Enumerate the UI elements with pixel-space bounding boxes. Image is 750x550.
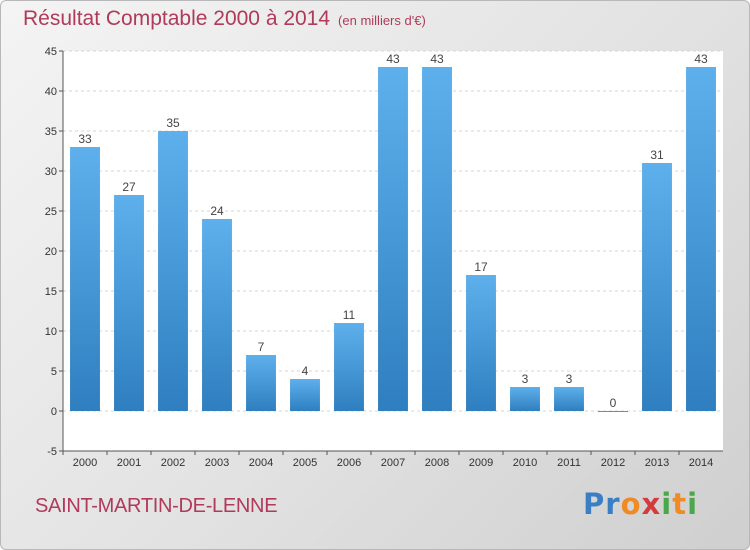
bar <box>686 67 716 411</box>
bar <box>554 387 584 411</box>
x-tick-label: 2012 <box>601 457 625 469</box>
x-tick-label: 2014 <box>689 457 713 469</box>
bar <box>466 275 496 411</box>
bar-value-label: 4 <box>302 364 309 378</box>
commune-name: SAINT-MARTIN-DE-LENNE <box>35 495 278 517</box>
y-tick-label: 30 <box>45 166 57 178</box>
x-tick-label: 2010 <box>513 457 537 469</box>
bar <box>378 67 408 411</box>
bar <box>598 411 628 412</box>
y-tick-label: 15 <box>45 286 57 298</box>
chart-subtitle: (en milliers d'€) <box>338 13 426 28</box>
bar-value-label: 0 <box>610 396 617 410</box>
bar-value-label: 24 <box>210 204 224 218</box>
x-tick-label: 2013 <box>645 457 669 469</box>
chart-title-text: Résultat Comptable 2000 à 2014 <box>23 7 331 30</box>
y-tick-label: 45 <box>45 46 57 58</box>
bar-value-label: 7 <box>258 340 265 354</box>
bar-value-label: 35 <box>166 116 180 130</box>
bar <box>290 379 320 411</box>
y-tick-label: 0 <box>51 406 57 418</box>
y-tick-label: 5 <box>51 366 57 378</box>
bar <box>202 219 232 411</box>
bar <box>70 147 100 411</box>
x-tick-label: 2005 <box>293 457 317 469</box>
chart-title: Résultat Comptable 2000 à 2014 (en millie… <box>23 7 426 31</box>
x-tick-label: 2008 <box>425 457 449 469</box>
x-tick-label: 2009 <box>469 457 493 469</box>
x-tick-label: 2007 <box>381 457 405 469</box>
bar-value-label: 43 <box>694 52 708 66</box>
y-tick-label: 40 <box>45 86 57 98</box>
bar-value-label: 33 <box>78 132 92 146</box>
x-tick-label: 2011 <box>557 457 581 469</box>
x-tick-label: 2006 <box>337 457 361 469</box>
x-tick-label: 2002 <box>161 457 185 469</box>
y-tick-label: -5 <box>47 446 57 458</box>
y-tick-label: 35 <box>45 126 57 138</box>
bar <box>246 355 276 411</box>
x-tick-label: 2000 <box>73 457 97 469</box>
bar-value-label: 27 <box>122 180 136 194</box>
bar <box>334 323 364 411</box>
bar-value-label: 43 <box>430 52 444 66</box>
bar-value-label: 3 <box>522 372 529 386</box>
y-tick-label: 25 <box>45 206 57 218</box>
x-tick-label: 2003 <box>205 457 229 469</box>
bar <box>422 67 452 411</box>
bar-value-label: 11 <box>343 308 356 322</box>
bar <box>158 131 188 411</box>
brand-logo: Proxiti <box>583 487 699 521</box>
bar <box>642 163 672 411</box>
x-tick-label: 2004 <box>249 457 273 469</box>
bar <box>510 387 540 411</box>
bar-value-label: 3 <box>566 372 573 386</box>
bar-value-label: 31 <box>650 148 664 162</box>
x-tick-label: 2001 <box>117 457 141 469</box>
bar-value-label: 43 <box>386 52 400 66</box>
y-tick-label: 10 <box>45 326 57 338</box>
bar <box>114 195 144 411</box>
bar-value-label: 17 <box>474 260 488 274</box>
y-tick-label: 20 <box>45 246 57 258</box>
